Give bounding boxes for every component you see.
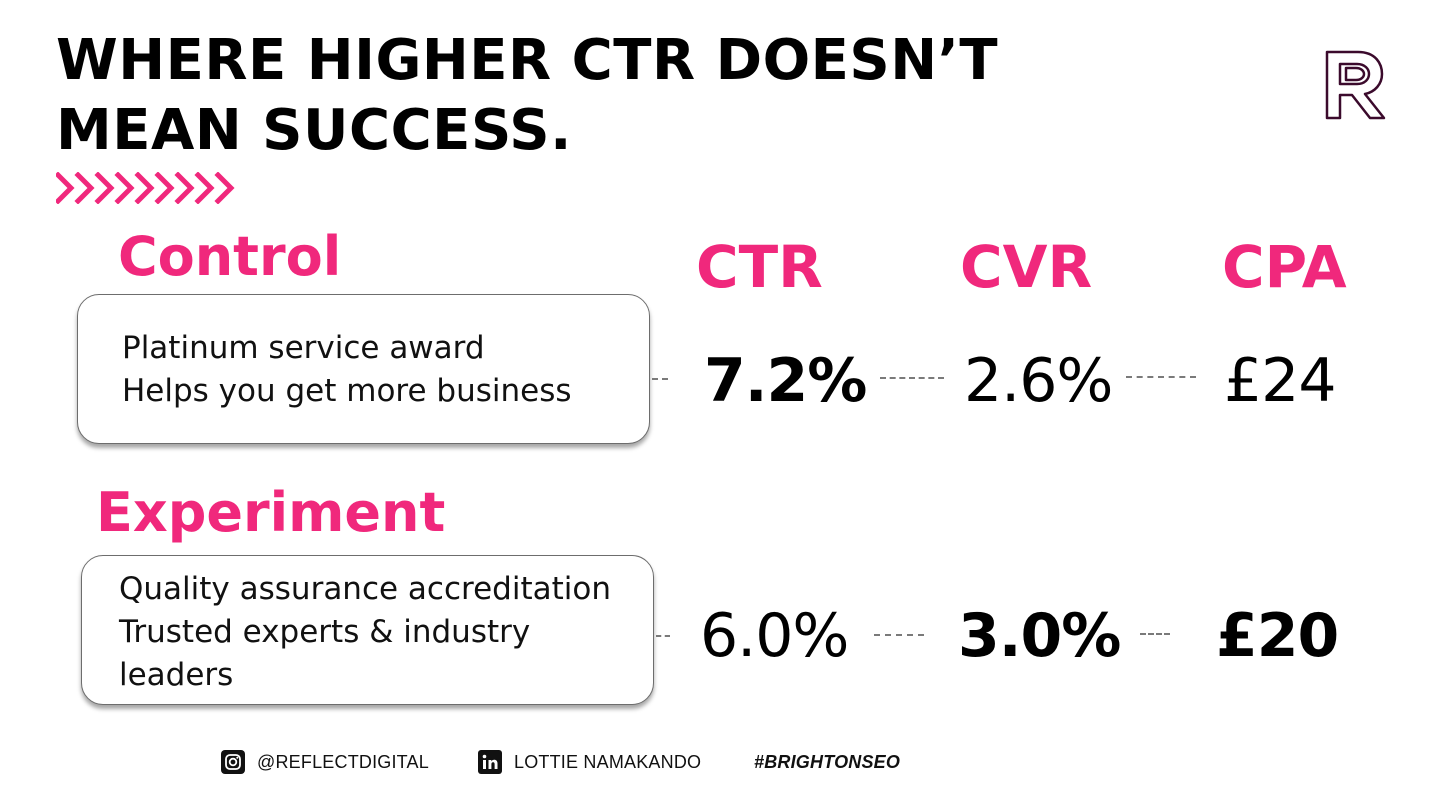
slide-title-line-1: WHERE HIGHER CTR DOESN’T [56,28,999,93]
hashtag-text: #BRIGHTONSEO [754,751,901,772]
ctr-column-header: CTR [696,233,823,301]
experiment-copy-line-1: Quality assurance accreditation [119,571,611,607]
linkedin-name: LOTTIE NAMAKANDO [514,751,702,772]
dashed-connector [874,634,924,636]
control-cvr-value: 2.6% [964,346,1113,416]
footer-hashtag: #BRIGHTONSEO [754,748,900,776]
experiment-cpa-value: £20 [1216,601,1339,671]
control-cpa-value: £24 [1224,346,1337,416]
control-label: Control [118,225,342,288]
experiment-ad-copy-card: Quality assurance accreditation Trusted … [81,555,654,705]
instagram-icon [221,750,245,774]
reflect-digital-logo [1325,50,1386,120]
dashed-connector [656,635,670,637]
slide-title-line-2: MEAN SUCCESS. [56,98,572,163]
instagram-handle: @REFLECTDIGITAL [257,751,429,772]
experiment-cvr-value: 3.0% [958,601,1121,671]
experiment-copy-line-2: Trusted experts & industry [119,614,531,650]
footer-instagram: @REFLECTDIGITAL [221,748,429,776]
experiment-ctr-value: 6.0% [700,601,849,671]
footer-linkedin: LOTTIE NAMAKANDO [478,748,701,776]
control-ad-copy-card: Platinum service award Helps you get mor… [77,294,650,444]
experiment-copy-line-3: leaders [119,657,234,693]
control-copy-line-2: Helps you get more business [122,373,572,409]
dashed-connector [1140,633,1170,635]
dashed-connector [652,378,668,380]
chevron-arrows-decoration [56,172,235,204]
control-ctr-value: 7.2% [704,346,867,416]
linkedin-icon [478,750,502,774]
slide-title: WHERE HIGHER CTR DOESN’T MEAN SUCCESS. [56,26,998,166]
cvr-column-header: CVR [960,233,1093,301]
cpa-column-header: CPA [1222,233,1347,301]
dashed-connector [880,377,944,379]
dashed-connector [1126,376,1196,378]
experiment-label: Experiment [96,481,446,544]
control-copy-line-1: Platinum service award [122,330,485,366]
